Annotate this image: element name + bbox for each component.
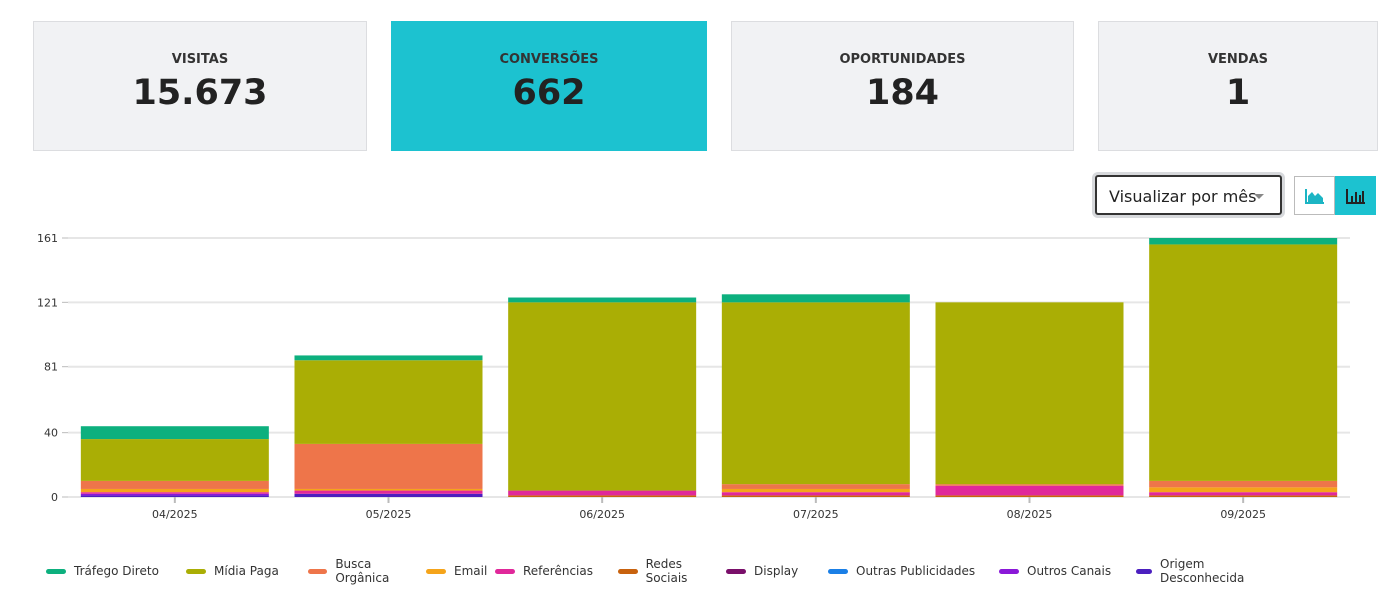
bar-segment[interactable] (508, 495, 697, 497)
select-value: Visualizar por mês (1109, 187, 1257, 206)
chart-legend: Tráfego Direto Mídia Paga Busca Orgânica Em… (46, 557, 1266, 585)
legend-label: Tráfego Direto (74, 564, 159, 578)
bar-segment[interactable] (80, 492, 269, 494)
x-tick-label: 09/2025 (1220, 508, 1266, 521)
card-oportunidades[interactable]: OPORTUNIDADES 184 (731, 21, 1074, 151)
bar-segment[interactable] (508, 297, 697, 303)
legend-swatch (1136, 568, 1152, 574)
x-tick-label: 06/2025 (579, 508, 625, 521)
legend-swatch (495, 568, 515, 574)
bar-segment[interactable] (294, 355, 483, 361)
bar-segment[interactable] (294, 360, 483, 444)
legend-swatch (726, 568, 746, 574)
bar-segment[interactable] (508, 490, 697, 496)
bar-segment[interactable] (935, 484, 1124, 486)
bar-segment[interactable] (80, 426, 269, 440)
legend-swatch (828, 568, 848, 574)
bar-segment[interactable] (1149, 238, 1338, 245)
bar-segment[interactable] (721, 484, 910, 489)
bar-segment[interactable] (294, 490, 483, 494)
bar-segment[interactable] (721, 492, 910, 496)
bar-segment[interactable] (80, 488, 269, 493)
card-vendas[interactable]: VENDAS 1 (1098, 21, 1378, 151)
card-conversoes[interactable]: CONVERSÕES 662 (391, 21, 707, 151)
bar-segment[interactable] (721, 302, 910, 485)
area-chart-toggle[interactable] (1294, 176, 1335, 215)
area-chart-icon (1304, 188, 1324, 204)
bar-chart-icon (1345, 188, 1365, 204)
bar-segment[interactable] (935, 495, 1124, 497)
bar-segment[interactable] (721, 495, 910, 497)
bar-segment[interactable] (935, 302, 1124, 485)
legend-swatch (186, 568, 206, 574)
card-value: 1 (1225, 73, 1251, 113)
bar-segment[interactable] (508, 302, 697, 491)
bar-segment[interactable] (1149, 244, 1338, 481)
bar-segment[interactable] (80, 495, 269, 497)
bar-segment[interactable] (721, 488, 910, 493)
legend-swatch (426, 568, 446, 574)
legend-item[interactable]: Outras Publicidades (828, 557, 999, 585)
bar-segment[interactable] (294, 443, 483, 489)
card-visitas[interactable]: VISITAS 15.673 (33, 21, 367, 151)
x-tick-label: 05/2025 (366, 508, 412, 521)
bar-segment[interactable] (1149, 495, 1338, 497)
view-period-select[interactable]: Visualizar por mês (1095, 175, 1282, 215)
bar-segment[interactable] (80, 493, 269, 496)
bar-chart-toggle[interactable] (1335, 176, 1376, 215)
y-tick-label: 81 (44, 361, 58, 374)
x-tick-label: 04/2025 (152, 508, 198, 521)
y-tick-label: 0 (51, 491, 58, 504)
bar-segment[interactable] (935, 485, 1124, 496)
legend-label: Redes Sociais (645, 557, 688, 585)
legend-label: Email (454, 564, 488, 578)
stacked-bar-chart: 0 40 81 121 161 04/2025 05/2025 06/2025 07/2025 0… (37, 232, 1350, 521)
y-tick-label: 40 (44, 427, 58, 440)
legend-item[interactable]: Mídia Paga (186, 557, 308, 585)
y-tick-label: 161 (37, 232, 58, 245)
bar-segment[interactable] (1149, 487, 1338, 493)
bar-segment[interactable] (294, 493, 483, 497)
x-tick-label: 08/2025 (1007, 508, 1053, 521)
legend-label: Outros Canais (1027, 564, 1112, 578)
legend-label: Busca Orgânica (335, 557, 390, 585)
legend-item[interactable]: Busca Orgânica (308, 557, 426, 585)
chevron-down-icon (1254, 194, 1264, 199)
card-label: OPORTUNIDADES (839, 52, 966, 67)
legend-swatch (618, 568, 638, 574)
bar-segment[interactable] (721, 294, 910, 303)
legend-label: Outras Publicidades (856, 564, 976, 578)
legend-label: Mídia Paga (214, 564, 279, 578)
bar-segment[interactable] (80, 439, 269, 481)
legend-item[interactable]: Referências (495, 557, 618, 585)
legend-item[interactable]: Tráfego Direto (46, 557, 186, 585)
bar-segment[interactable] (294, 488, 483, 491)
bar-segment[interactable] (1149, 492, 1338, 496)
legend-item[interactable]: Outros Canais (999, 557, 1136, 585)
legend-swatch (999, 568, 1019, 574)
legend-item[interactable]: Email (426, 557, 495, 585)
legend-swatch (46, 568, 66, 574)
bar-segment[interactable] (1149, 480, 1338, 488)
card-value: 15.673 (132, 73, 268, 113)
legend-item[interactable]: Origem Desconhecida (1136, 557, 1266, 585)
bar-segment[interactable] (80, 480, 269, 489)
legend-label: Origem Desconhecida (1160, 557, 1245, 585)
legend-item[interactable]: Redes Sociais (618, 557, 726, 585)
card-value: 184 (865, 73, 940, 113)
y-tick-label: 121 (37, 296, 58, 309)
legend-swatch (308, 568, 328, 574)
card-label: CONVERSÕES (499, 52, 599, 67)
legend-label: Referências (523, 564, 593, 578)
card-label: VISITAS (171, 52, 229, 67)
card-label: VENDAS (1207, 52, 1269, 67)
x-tick-label: 07/2025 (793, 508, 839, 521)
legend-label: Display (754, 564, 799, 578)
legend-item[interactable]: Display (726, 557, 828, 585)
card-value: 662 (512, 73, 586, 113)
